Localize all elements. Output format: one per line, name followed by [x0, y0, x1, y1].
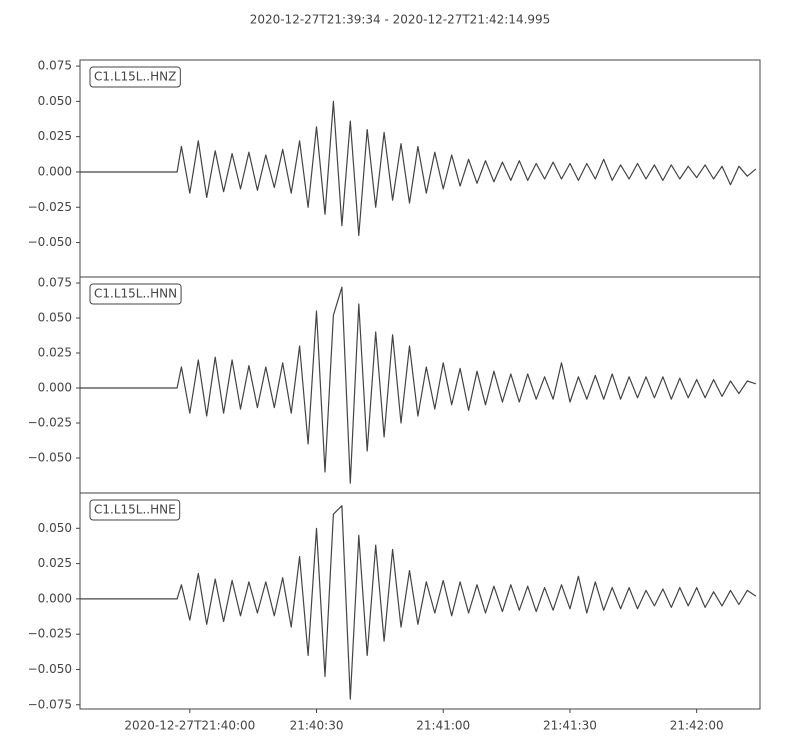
x-tick-label: 21:41:00 [416, 719, 470, 733]
y-tick-label: 0.000 [38, 381, 72, 395]
y-tick-label: 0.000 [38, 164, 72, 178]
y-tick-label: 0.050 [38, 94, 72, 108]
chart-title: 2020-12-27T21:39:34 - 2020-12-27T21:42:1… [250, 13, 551, 27]
y-tick-label: 0.050 [38, 521, 72, 535]
trace [80, 505, 757, 700]
trace [80, 286, 756, 484]
legend-label: C1.L15L..HNE [94, 503, 176, 517]
y-tick-label: 0.075 [38, 276, 72, 290]
y-tick-label: 0.025 [38, 346, 72, 360]
y-tick-label: −0.050 [28, 451, 72, 465]
plot-frame [79, 492, 761, 710]
y-tick-label: −0.025 [28, 416, 72, 430]
y-tick-label: 0.025 [38, 556, 72, 570]
y-tick-label: −0.075 [28, 697, 72, 711]
y-tick-label: 0.050 [38, 311, 72, 325]
x-tick-label: 21:42:00 [670, 719, 724, 733]
y-tick-label: −0.025 [28, 200, 72, 214]
y-tick-label: 0.075 [38, 59, 72, 73]
legend-label: C1.L15L..HNN [94, 287, 177, 301]
x-tick-label: 2020-12-27T21:40:00 [124, 719, 255, 733]
x-tick-label: 21:40:30 [290, 719, 344, 733]
y-tick-label: 0.025 [38, 129, 72, 143]
legend-box [89, 283, 182, 305]
trace [80, 100, 757, 237]
y-tick-label: −0.050 [28, 662, 72, 676]
legend-label: C1.L15L..HNZ [94, 70, 176, 84]
y-tick-label: 0.000 [38, 591, 72, 605]
y-tick-label: −0.025 [28, 627, 72, 641]
legend-box [89, 499, 181, 521]
legend-box [89, 66, 181, 88]
x-tick-label: 21:41:30 [543, 719, 597, 733]
y-tick-label: −0.050 [28, 235, 72, 249]
